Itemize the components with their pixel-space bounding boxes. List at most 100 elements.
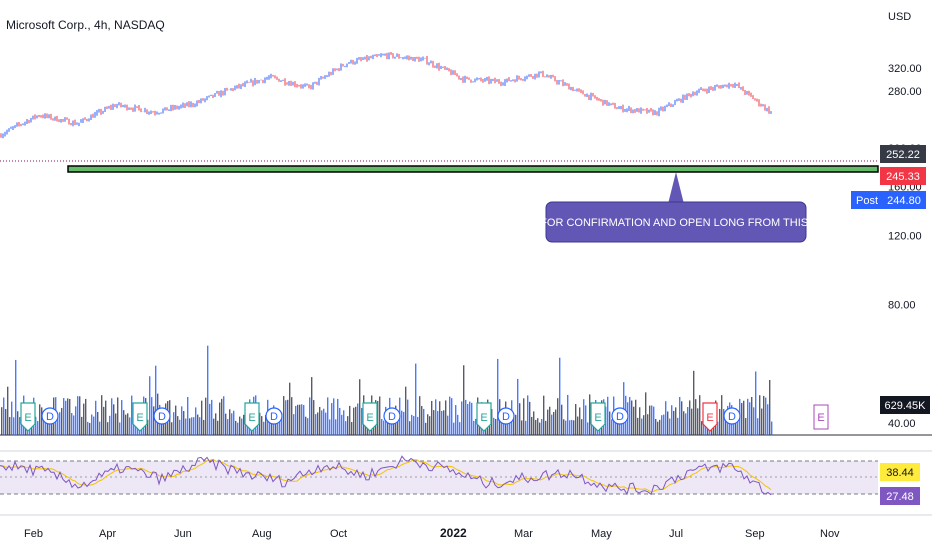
upcoming-earnings-marker[interactable]	[813, 404, 829, 430]
time-label-7: May	[591, 528, 612, 540]
dividend-marker[interactable]	[265, 407, 283, 425]
volume-bar	[657, 421, 659, 435]
volume-bar	[211, 399, 213, 435]
volume-bar	[665, 401, 667, 435]
dividend-marker-label: D	[728, 411, 736, 423]
time-axis[interactable]: Feb Apr Jun Aug Oct 2022 Mar May Jul Sep Nov	[24, 526, 840, 540]
price-tick-1: 280.00	[888, 86, 922, 98]
earnings-marker[interactable]	[702, 402, 718, 432]
volume-bar	[91, 414, 93, 435]
time-label-6: Mar	[514, 528, 533, 540]
earnings-marker[interactable]	[244, 402, 260, 432]
volume-bar	[59, 412, 61, 435]
volume-bar	[101, 395, 103, 435]
volume-bar	[393, 419, 395, 435]
volume-bar	[457, 414, 459, 435]
volume-bar	[193, 417, 195, 435]
volume-bar	[339, 407, 341, 435]
dividend-marker[interactable]	[383, 407, 401, 425]
volume-bar	[471, 402, 473, 435]
volume-bar	[405, 386, 407, 435]
volume-bar	[173, 412, 175, 435]
volume-bar	[87, 421, 89, 435]
volume-bar	[527, 395, 529, 435]
volume-bar	[265, 414, 267, 435]
dividend-marker[interactable]	[41, 407, 59, 425]
earnings-marker[interactable]	[590, 402, 606, 432]
volume-bar	[745, 418, 747, 435]
price-tick-0: 320.00	[888, 63, 922, 75]
volume-bar	[589, 394, 591, 435]
time-label-3: Aug	[252, 528, 272, 540]
volume-bar	[113, 404, 115, 435]
volume-bar	[571, 419, 573, 435]
volume-bar	[185, 418, 187, 435]
volume-bar	[441, 410, 443, 435]
volume-bar	[685, 413, 687, 435]
volume-bar	[39, 404, 41, 435]
support-zone[interactable]	[67, 165, 879, 173]
chart-title: Microsoft Corp., 4h, NASDAQ	[6, 18, 165, 32]
volume-bar	[239, 416, 241, 435]
volume-bar	[463, 365, 465, 435]
volume-bar	[105, 400, 107, 435]
volume-bar	[427, 414, 429, 435]
volume-bar	[519, 403, 521, 435]
volume-bar	[513, 413, 515, 435]
volume-bar	[723, 408, 725, 435]
rsi-lines	[0, 455, 772, 496]
dividend-marker[interactable]	[153, 407, 171, 425]
volume-bar	[415, 363, 417, 435]
volume-bar	[125, 414, 127, 435]
volume-bar	[507, 421, 509, 435]
volume-bar	[223, 396, 225, 435]
volume-bar	[725, 420, 727, 435]
volume-bar	[733, 417, 735, 435]
volume-bar	[285, 400, 287, 435]
volume-bar	[539, 422, 541, 435]
volume-bar	[81, 416, 83, 435]
volume-bar	[523, 398, 525, 435]
volume-bar	[77, 396, 79, 435]
earnings-marker[interactable]	[132, 402, 148, 432]
dividend-marker[interactable]	[723, 407, 741, 425]
volume-bar	[333, 398, 335, 435]
time-label-5: 2022	[440, 526, 467, 540]
volume-bar	[769, 379, 771, 435]
volume-bar	[465, 399, 467, 435]
volume-bar	[677, 417, 679, 435]
volume-bar	[47, 422, 49, 435]
volume-bar	[5, 409, 7, 435]
earnings-marker[interactable]	[476, 402, 492, 432]
volume-bar	[121, 400, 123, 435]
volume-bar	[45, 418, 47, 435]
volume-bar	[337, 398, 339, 435]
volume-bar	[331, 403, 333, 435]
volume-bar	[189, 418, 191, 435]
earnings-marker[interactable]	[20, 402, 36, 432]
volume-bar	[439, 401, 441, 435]
dividend-marker[interactable]	[611, 407, 629, 425]
volume-bar	[311, 377, 313, 435]
dividend-marker-label: D	[158, 411, 166, 423]
volume-bar	[721, 395, 723, 435]
earnings-marker[interactable]	[362, 402, 378, 432]
volume-bar	[437, 410, 439, 435]
volume-bar	[713, 422, 715, 435]
candles	[0, 51, 772, 139]
dividend-marker[interactable]	[497, 407, 515, 425]
volume-bar	[217, 420, 219, 435]
volume-bar	[695, 399, 697, 435]
volume-bar	[669, 418, 671, 435]
volume-bar	[195, 407, 197, 435]
volume-bar	[155, 365, 157, 435]
callout-box[interactable]	[545, 201, 807, 243]
volume-bar	[765, 397, 767, 435]
volume-bar	[429, 416, 431, 435]
volume-bar	[761, 408, 763, 435]
earnings-marker-label: E	[366, 412, 373, 424]
volume-bar	[181, 406, 183, 435]
volume-bar	[461, 401, 463, 435]
